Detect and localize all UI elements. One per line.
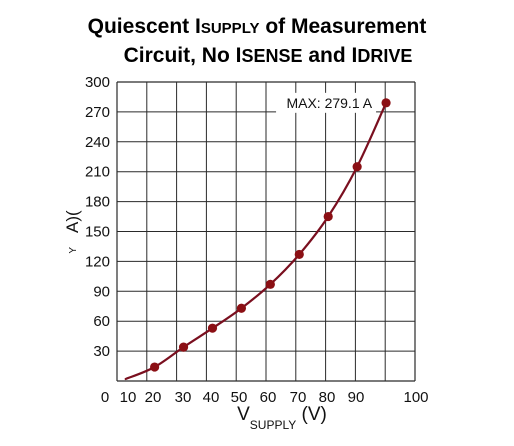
y-tick-label: 210 — [85, 164, 110, 181]
x-tick-label: 70 — [290, 389, 307, 406]
y-axis-label: Y A)( — [63, 210, 82, 254]
y-tick-label: 300 — [85, 74, 110, 91]
title-line-2-part-2: and I — [303, 44, 358, 67]
title-line-1-part-1: Quiescent I — [88, 15, 201, 38]
y-tick-label: 30 — [93, 343, 110, 360]
x-tick-labels: 0 10 20 30 40 50 60 70 80 90 100 — [101, 389, 429, 406]
y-tick-label: 240 — [85, 134, 110, 151]
y-axis-label-subscript: Y — [68, 247, 79, 254]
x-tick-label: 60 — [260, 389, 277, 406]
chart-title-line-1: Quiescent ISUPPLY of Measurement — [88, 15, 427, 38]
x-tick-label: 100 — [403, 389, 428, 406]
x-axis-label: VSUPPLY (V) — [237, 404, 327, 432]
y-tick-label: 180 — [85, 194, 110, 211]
y-tick-label: 120 — [85, 253, 110, 270]
x-axis-label-main: V — [237, 404, 250, 425]
y-tick-label: 60 — [93, 313, 110, 330]
title-line-2-part-1: Circuit, No I — [124, 44, 242, 67]
series-line — [124, 101, 388, 381]
title-line-1-part-2: of Measurement — [259, 15, 426, 38]
y-axis-label-main: A)( — [63, 210, 82, 233]
title-line-1-subscript: SUPPLY — [201, 20, 260, 37]
x-tick-label: 0 — [101, 389, 109, 406]
y-tick-label: 90 — [93, 283, 110, 300]
x-axis-label-subscript: SUPPLY — [250, 418, 296, 432]
data-point-marker — [150, 362, 160, 372]
x-tick-label: 50 — [231, 389, 248, 406]
data-point-marker — [178, 342, 189, 352]
y-tick-label: 150 — [85, 224, 110, 241]
y-tick-label: 270 — [85, 104, 110, 121]
chart-grid — [116, 81, 416, 382]
data-point-marker — [207, 323, 218, 333]
x-tick-label: 20 — [145, 389, 162, 406]
max-annotation-background — [276, 92, 377, 113]
x-tick-label: 10 — [120, 389, 137, 406]
data-point-marker — [323, 211, 333, 222]
x-tick-label: 40 — [203, 389, 220, 406]
data-point-marker — [352, 162, 362, 172]
series-markers — [150, 98, 391, 372]
data-point-marker — [265, 279, 275, 289]
max-annotation-label: MAX: 279.1 A — [286, 95, 372, 111]
max-annotation: MAX: 279.1 A — [276, 92, 377, 113]
chart-title-line-2: Circuit, No ISENSE and IDRIVE — [124, 44, 413, 67]
title-line-2-subscript-2: DRIVE — [357, 46, 412, 66]
data-point-marker — [236, 303, 247, 313]
data-point-marker — [294, 249, 304, 260]
y-tick-labels: 30 60 90 120 150 180 210 240 270 300 — [85, 74, 110, 360]
x-tick-label: 30 — [175, 389, 192, 406]
x-tick-label: 90 — [348, 389, 365, 406]
x-axis-label-unit: (V) — [296, 404, 327, 425]
title-line-2-subscript-1: SENSE — [241, 46, 302, 66]
x-tick-label: 80 — [319, 389, 336, 406]
data-point-marker — [381, 98, 391, 108]
